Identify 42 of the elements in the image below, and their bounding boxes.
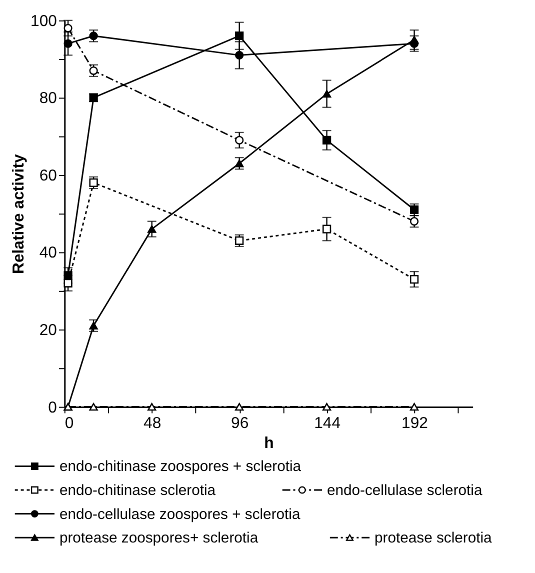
- point: [235, 136, 244, 145]
- point: [235, 402, 244, 411]
- point: [322, 136, 332, 145]
- legend-label: endo-cellulase zoospores + sclerotia: [59, 506, 301, 523]
- point: [235, 236, 244, 245]
- point: [322, 402, 332, 411]
- point: [148, 225, 156, 233]
- x-tick-label: 192: [402, 415, 428, 432]
- x-tick-label: 48: [144, 415, 162, 432]
- point: [148, 402, 156, 411]
- point: [235, 32, 244, 40]
- point: [64, 278, 72, 288]
- legend-label: endo-chitinase sclerotia: [59, 482, 216, 499]
- x-axis-title: h: [264, 434, 274, 452]
- x-tick-label: 96: [231, 415, 249, 432]
- legend-label: endo-cellulase sclerotia: [326, 482, 483, 499]
- y-tick-label: 60: [39, 167, 58, 184]
- point: [235, 50, 244, 60]
- point: [410, 402, 419, 411]
- point: [410, 36, 419, 44]
- point: [322, 90, 332, 98]
- point: [89, 322, 98, 330]
- y-tick-label: 80: [39, 90, 58, 108]
- point: [89, 32, 98, 40]
- x-tick-label: 144: [314, 415, 341, 432]
- legend-label: protease zoospores+ sclerotia: [59, 530, 259, 547]
- point: [64, 39, 72, 48]
- point: [89, 178, 98, 188]
- point: [89, 402, 98, 411]
- legend-label: protease sclerotia: [374, 530, 493, 547]
- point: [322, 224, 332, 234]
- point: [89, 66, 98, 75]
- y-axis-title: Relative activity: [10, 154, 28, 274]
- point: [410, 274, 419, 284]
- legend-label: endo-chitinase zoospores + sclerotia: [59, 459, 302, 476]
- point: [235, 160, 244, 168]
- point: [64, 24, 72, 32]
- y-tick-label: 40: [39, 244, 58, 262]
- y-tick-label: 0: [48, 399, 58, 416]
- y-tick-label: 100: [30, 12, 58, 30]
- y-tick-label: 20: [39, 322, 58, 339]
- x-tick-label: 0: [64, 415, 74, 432]
